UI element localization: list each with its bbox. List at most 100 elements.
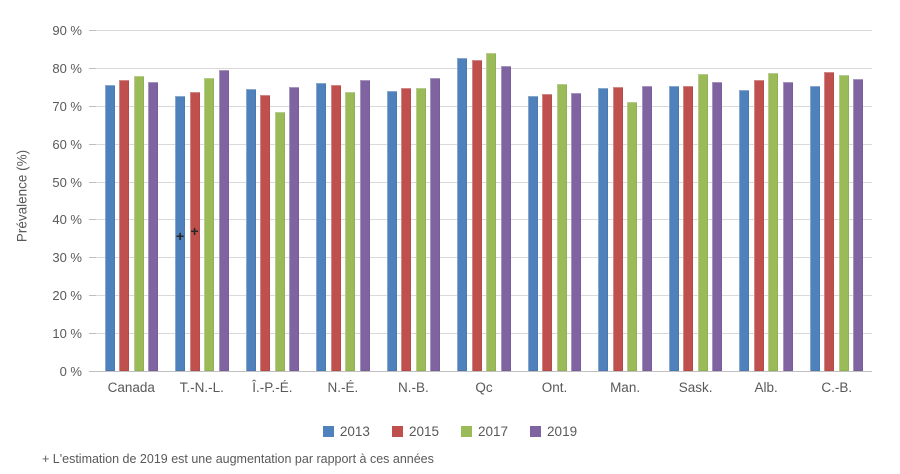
gridline-30 xyxy=(96,257,872,259)
bar-2017-Ont. xyxy=(556,84,567,371)
bar-2019-Man. xyxy=(641,85,652,371)
bar-2015-Canada xyxy=(119,80,130,371)
bar-2013-C.-B. xyxy=(809,86,820,371)
y-tick-mark-70 xyxy=(89,105,96,107)
y-tick-mark-0 xyxy=(89,371,96,372)
y-tick-mark-30 xyxy=(89,257,96,259)
legend-item-2019: 2019 xyxy=(530,424,577,439)
bar-2013-Man. xyxy=(598,87,609,371)
x-tick-label-Canada: Canada xyxy=(107,380,155,395)
bar-2019-T.-N.-L. xyxy=(218,70,229,371)
legend-item-2017: 2017 xyxy=(461,424,508,439)
gridline-80 xyxy=(96,67,872,69)
gridline-20 xyxy=(96,295,872,297)
bar-2019-N.-É. xyxy=(359,80,370,371)
legend-label-2013: 2013 xyxy=(339,424,370,439)
y-tick-label-50: 50 % xyxy=(52,174,82,190)
x-tick-label-Sask.: Sask. xyxy=(678,380,713,395)
annotation-plus-1: + xyxy=(175,227,185,244)
bar-2017-Î.-P.-É. xyxy=(274,112,285,371)
y-tick-mark-80 xyxy=(89,67,96,69)
x-tick-label-N.-É.: N.-É. xyxy=(327,380,359,395)
bar-2015-Î.-P.-É. xyxy=(260,94,271,371)
bar-2015-Ont. xyxy=(542,93,553,371)
y-tick-mark-50 xyxy=(89,181,96,183)
y-tick-mark-20 xyxy=(89,295,96,297)
bar-2017-C.-B. xyxy=(838,74,849,371)
x-tick-label-T.-N.-L.: T.-N.-L. xyxy=(179,380,224,395)
x-tick-label-Ont.: Ont. xyxy=(541,380,568,395)
y-axis-title: Prévalence (%) xyxy=(14,149,30,243)
bar-2019-Qc xyxy=(500,66,511,371)
bar-2017-N.-É. xyxy=(345,91,356,371)
bar-2019-C.-B. xyxy=(853,79,864,371)
bar-2019-Canada xyxy=(148,81,159,371)
bar-2015-Qc xyxy=(471,59,482,371)
bar-2017-Alb. xyxy=(768,73,779,371)
y-tick-label-10: 10 % xyxy=(52,326,82,342)
y-tick-mark-40 xyxy=(89,219,96,221)
y-tick-label-40: 40 % xyxy=(52,212,82,228)
bar-2019-Ont. xyxy=(571,93,582,371)
bar-2017-Qc xyxy=(486,52,497,371)
y-tick-mark-10 xyxy=(89,333,96,335)
x-tick-label-N.-B.: N.-B. xyxy=(398,380,429,395)
y-tick-label-70: 70 % xyxy=(52,98,82,114)
bar-2019-N.-B. xyxy=(430,78,441,371)
bar-2017-N.-B. xyxy=(415,87,426,371)
bar-2015-N.-B. xyxy=(401,87,412,371)
bar-2015-Man. xyxy=(612,86,623,371)
legend-swatch-2019 xyxy=(530,426,542,437)
gridline-40 xyxy=(96,219,872,221)
bar-2019-Alb. xyxy=(782,82,793,371)
bar-2019-Sask. xyxy=(712,81,723,371)
x-tick-label-Alb.: Alb. xyxy=(754,380,778,395)
bar-2013-T.-N.-L. xyxy=(175,95,186,371)
bar-2013-Ont. xyxy=(527,95,538,371)
y-tick-mark-60 xyxy=(89,143,96,145)
y-tick-label-30: 30 % xyxy=(52,250,82,266)
y-tick-label-90: 90 % xyxy=(52,23,82,38)
bar-2013-N.-É. xyxy=(316,83,327,371)
bar-2013-Qc xyxy=(457,58,468,371)
bar-2015-T.-N.-L. xyxy=(189,91,200,371)
bar-2017-Sask. xyxy=(697,74,708,371)
bar-2015-Sask. xyxy=(683,86,694,371)
bar-2013-Alb. xyxy=(739,89,750,371)
legend-swatch-2017 xyxy=(461,426,472,437)
bar-2017-Canada xyxy=(133,75,144,371)
bar-2015-N.-É. xyxy=(330,84,341,371)
legend-label-2015: 2015 xyxy=(408,424,439,439)
legend-item-2015: 2015 xyxy=(391,424,439,439)
gridline-70 xyxy=(96,105,872,107)
bar-2019-Î.-P.-É. xyxy=(289,87,300,371)
x-tick-label-Qc: Qc xyxy=(475,380,493,395)
y-tick-mark-90 xyxy=(89,30,96,31)
x-tick-label-Man.: Man. xyxy=(610,380,641,395)
bar-2015-C.-B. xyxy=(824,71,835,371)
plot-area: 0 % 10 % 20 % 30 % 40 % 50 % 60 % 70 % 80 % 90 % +… xyxy=(52,23,872,379)
legend-swatch-2015 xyxy=(391,426,403,437)
annotation-plus-2: + xyxy=(190,222,199,239)
gridline-50 xyxy=(96,181,872,183)
x-tick-label-Î.-P.-É.: Î.-P.-É. xyxy=(252,380,293,395)
y-tick-label-60: 60 % xyxy=(52,136,82,152)
bar-2017-Man. xyxy=(627,101,638,371)
x-axis-line xyxy=(96,371,872,372)
y-tick-label-80: 80 % xyxy=(52,60,82,76)
bar-2017-T.-N.-L. xyxy=(204,78,215,371)
legend: 2013 2015 2017 2019 xyxy=(0,424,900,439)
gridline-60 xyxy=(96,143,872,145)
bar-2013-Sask. xyxy=(668,86,679,371)
y-tick-label-20: 20 % xyxy=(52,288,82,304)
bar-2013-Canada xyxy=(104,84,115,371)
bar-2015-Alb. xyxy=(753,79,764,371)
bar-2013-N.-B. xyxy=(386,91,397,371)
gridline-90 xyxy=(96,30,872,31)
footnote: + L'estimation de 2019 est une augmentat… xyxy=(42,452,434,466)
legend-swatch-2013 xyxy=(322,426,334,437)
legend-label-2017: 2017 xyxy=(478,424,509,439)
bar-2013-Î.-P.-É. xyxy=(245,89,256,371)
y-tick-label-0: 0 % xyxy=(59,364,82,379)
